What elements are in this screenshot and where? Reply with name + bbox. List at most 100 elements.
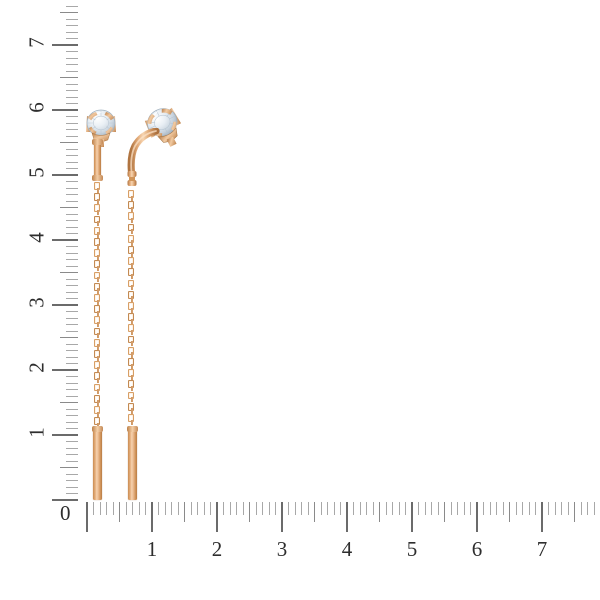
vruler-minor-tick — [66, 382, 78, 384]
hruler-minor-tick — [437, 502, 439, 515]
chain-link-riser — [131, 206, 134, 212]
chain-link-riser — [97, 221, 100, 227]
hruler-label: 2 — [211, 537, 223, 561]
bar-post-left — [93, 430, 102, 500]
hruler-minor-tick — [112, 502, 114, 515]
chain-link-riser — [97, 210, 100, 216]
chain-link-riser — [97, 232, 100, 238]
hruler-minor-tick — [177, 502, 179, 515]
hruler-minor-tick — [522, 502, 523, 515]
hruler-minor-tick — [535, 502, 536, 515]
vruler-major-tick — [52, 109, 78, 111]
vruler-minor-tick — [66, 187, 78, 189]
vruler-minor-tick — [66, 252, 78, 254]
vruler-minor-tick — [66, 460, 78, 462]
chain-link-riser — [131, 296, 134, 302]
vruler-minor-tick — [66, 122, 78, 124]
chain-link-riser — [131, 240, 134, 246]
chain-link-riser — [131, 274, 134, 280]
hruler-minor-tick — [548, 502, 549, 515]
vruler-mid-tick — [60, 466, 78, 469]
hruler-minor-tick — [307, 502, 309, 515]
hruler-minor-tick — [229, 502, 231, 515]
vruler-minor-tick — [66, 486, 78, 488]
hruler-minor-tick — [197, 502, 198, 515]
vruler-minor-tick — [66, 298, 78, 299]
hruler-minor-tick — [93, 502, 94, 515]
hruler-minor-tick — [262, 502, 263, 515]
chain-link-riser — [97, 411, 100, 417]
hruler-mid-tick — [378, 502, 381, 522]
vruler-minor-tick — [66, 57, 78, 59]
vruler-minor-tick — [66, 408, 78, 410]
hruler-major-tick — [281, 502, 283, 532]
vruler-mid-tick — [60, 271, 78, 274]
chain-link-riser — [97, 254, 100, 260]
hruler-major-tick — [476, 502, 478, 532]
hruler-minor-tick — [366, 502, 367, 515]
vruler-minor-tick — [66, 246, 78, 247]
hruler-minor-tick — [528, 502, 530, 515]
hruler-minor-tick — [489, 502, 491, 515]
hruler-minor-tick — [138, 502, 140, 515]
hruler-minor-tick — [359, 502, 361, 515]
vruler-minor-tick — [66, 376, 78, 377]
chain-link-riser — [131, 341, 134, 347]
vruler-minor-tick — [66, 194, 78, 195]
vruler-minor-tick — [66, 317, 78, 319]
vruler-minor-tick — [66, 38, 78, 39]
vruler-minor-tick — [66, 330, 78, 332]
chain-link-riser — [131, 285, 134, 291]
vruler-minor-tick — [66, 5, 78, 7]
chain-right — [126, 190, 138, 430]
hruler-label: 6 — [471, 537, 483, 561]
vruler-minor-tick — [66, 83, 78, 85]
hruler-minor-tick — [301, 502, 302, 515]
chain-link-riser — [131, 218, 134, 224]
hruler-minor-tick — [236, 502, 237, 515]
hruler-minor-tick — [457, 502, 458, 515]
hruler-mid-tick — [443, 502, 446, 522]
vruler-major-tick — [52, 304, 78, 306]
vruler-mid-tick — [60, 11, 78, 14]
hruler-minor-tick — [158, 502, 159, 515]
hruler-minor-tick — [288, 502, 289, 515]
hruler-minor-tick — [333, 502, 335, 515]
vruler-major-tick — [52, 499, 78, 501]
hruler-major-tick — [411, 502, 413, 532]
hruler-minor-tick — [255, 502, 257, 515]
hruler-minor-tick — [327, 502, 328, 515]
post-left-joint — [92, 139, 103, 145]
vruler-major-tick — [52, 44, 78, 46]
vruler-minor-tick — [66, 473, 78, 475]
hruler-minor-tick — [587, 502, 588, 515]
vruler-major-tick — [52, 434, 78, 436]
chain-link-riser — [131, 330, 134, 336]
hruler-minor-tick — [431, 502, 432, 515]
vruler-minor-tick — [66, 265, 78, 267]
post-left-joint-lower — [92, 175, 103, 181]
vruler-minor-tick — [66, 389, 78, 390]
hruler-mid-tick — [573, 502, 576, 522]
vruler-minor-tick — [66, 324, 78, 325]
vruler-major-tick — [52, 239, 78, 241]
chain-link-riser — [131, 419, 134, 425]
hruler-minor-tick — [294, 502, 296, 515]
chain-link-riser — [131, 318, 134, 324]
hruler-mid-tick — [248, 502, 251, 522]
vruler-minor-tick — [66, 233, 78, 234]
vruler-minor-tick — [66, 31, 78, 33]
hruler-minor-tick — [125, 502, 127, 515]
hruler-minor-tick — [353, 502, 354, 515]
vruler-minor-tick — [66, 181, 78, 182]
vruler-minor-tick — [66, 129, 78, 130]
hruler-minor-tick — [190, 502, 192, 515]
hruler-minor-tick — [405, 502, 406, 515]
vruler-minor-tick — [66, 155, 78, 156]
vruler-minor-tick — [66, 200, 78, 202]
vruler-mid-tick — [60, 336, 78, 339]
vruler-minor-tick — [66, 343, 78, 345]
hruler-minor-tick — [99, 502, 101, 515]
